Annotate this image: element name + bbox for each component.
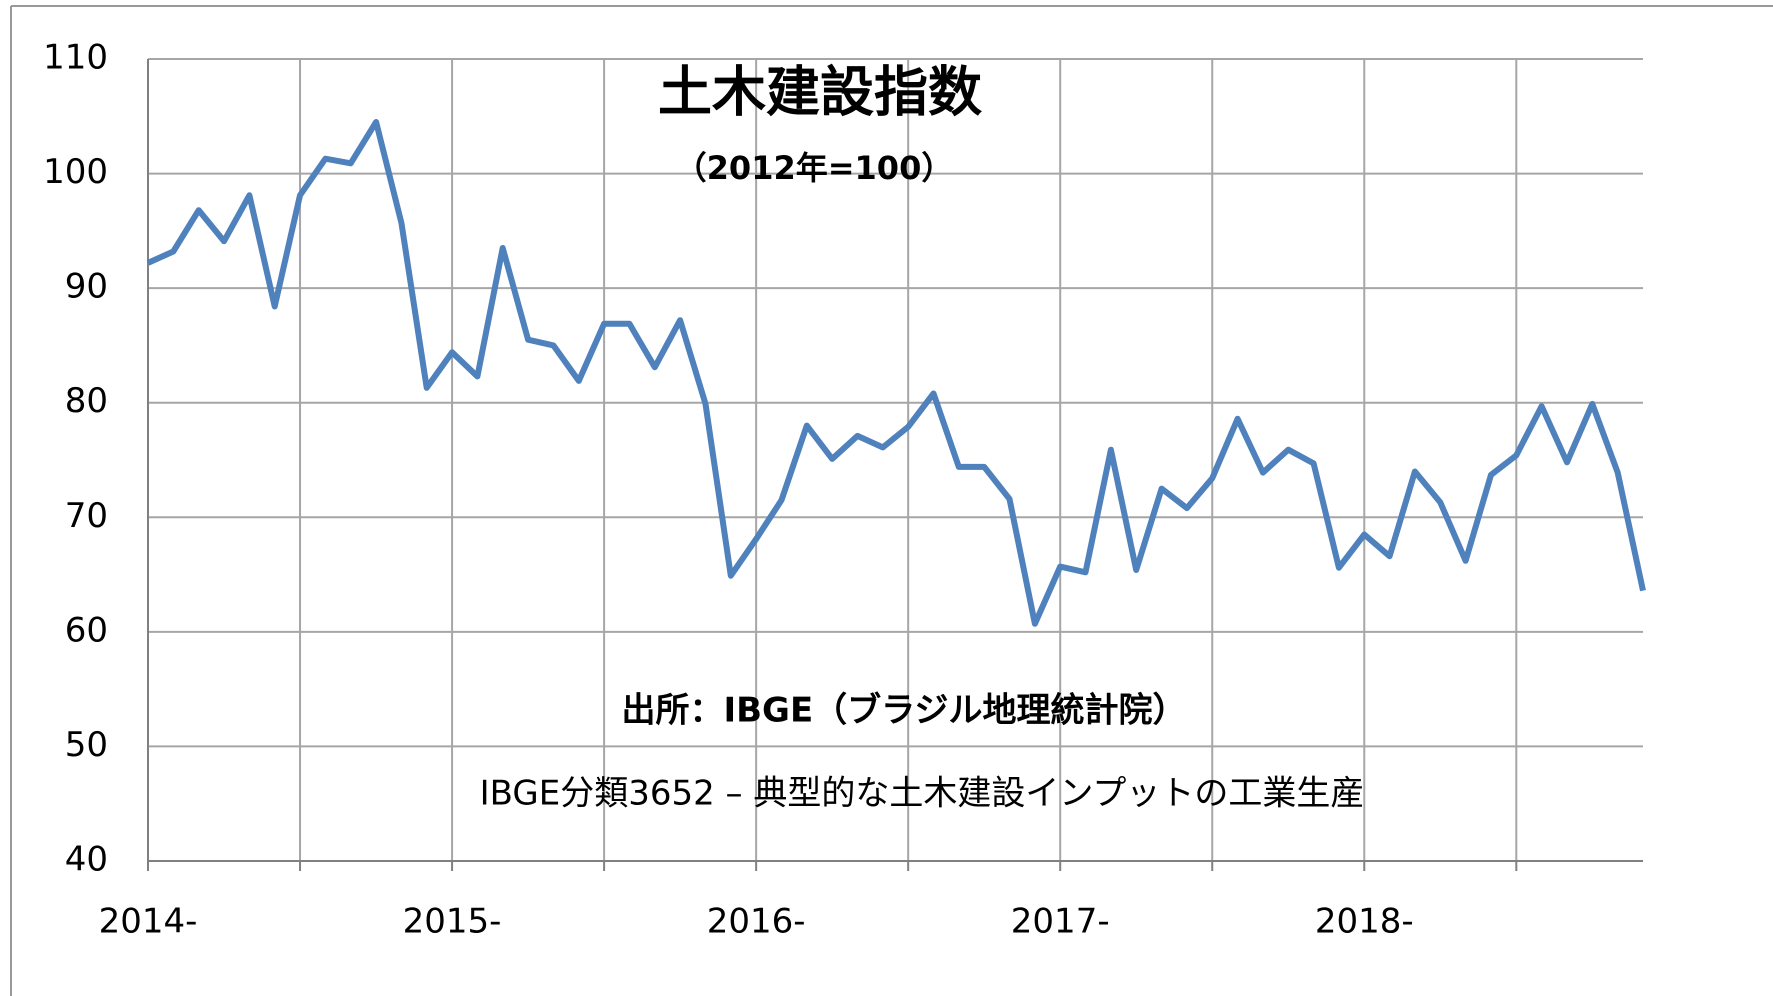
chart-subtitle: （2012年=100） (675, 149, 954, 187)
y-tick-label: 100 (43, 152, 108, 192)
x-tick-label: 2018- (1315, 902, 1414, 942)
y-tick-label: 50 (65, 725, 108, 765)
x-tick-label: 2016- (707, 902, 806, 942)
series-note: IBGE分類3652 – 典型的な土木建設インプットの工業生産 (480, 774, 1365, 814)
x-tick-label: 2015- (403, 902, 502, 942)
source-note: 出所：IBGE（ブラジル地理統計院） (621, 691, 1186, 731)
y-tick-label: 40 (65, 840, 108, 880)
y-tick-label: 90 (65, 267, 108, 307)
chart-title: 土木建設指数 (658, 61, 982, 124)
y-tick-label: 110 (43, 38, 108, 78)
y-tick-label: 70 (65, 496, 108, 536)
x-tick-label: 2014- (99, 902, 198, 942)
y-tick-label: 80 (65, 381, 108, 421)
y-tick-label: 60 (65, 610, 108, 650)
data-line (146, 119, 1646, 627)
x-tick-label: 2017- (1011, 902, 1110, 942)
plot (146, 119, 1646, 627)
grid: 40 50 60 70 80 90 100 110 2014- 2015- 2016- 2017- 20… (43, 38, 1643, 942)
